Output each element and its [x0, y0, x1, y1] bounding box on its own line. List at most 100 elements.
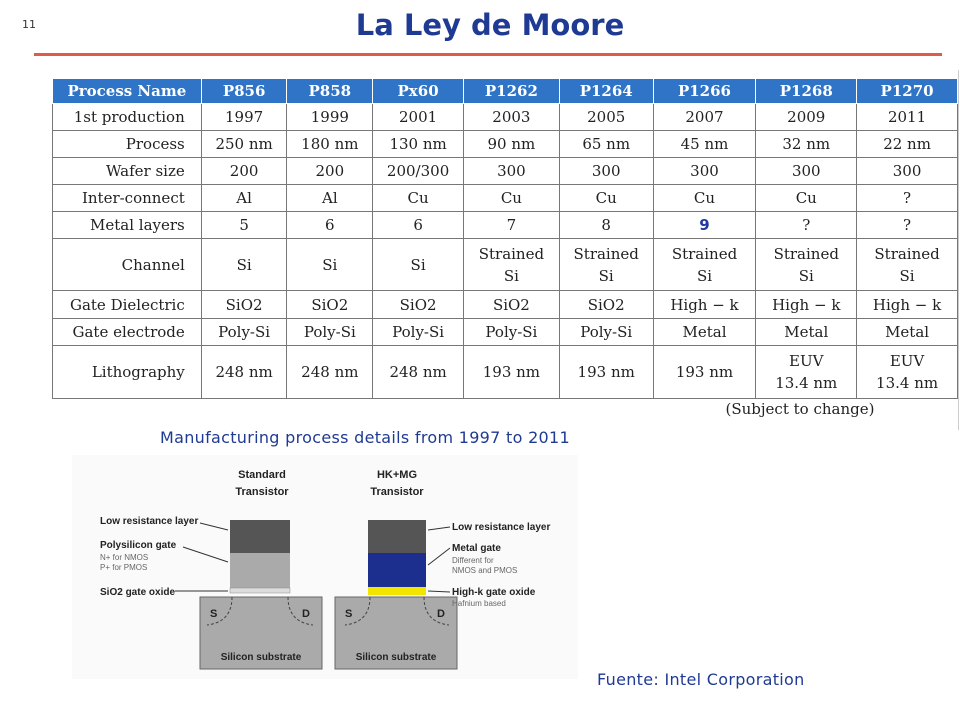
- header-cell: P858: [286, 78, 374, 104]
- slide-number: 11: [22, 18, 36, 31]
- row-label: Process: [52, 130, 202, 158]
- diagram-heading: Standard: [238, 469, 286, 481]
- cell: Si: [286, 238, 374, 291]
- cell: 200: [286, 157, 374, 185]
- cell: 7: [463, 211, 560, 239]
- polysilicon-gate: [230, 553, 290, 588]
- cell: 300: [463, 157, 560, 185]
- row-label: Metal layers: [52, 211, 202, 239]
- row-label: Inter-connect: [52, 184, 202, 212]
- diagram-label: High-k gate oxide: [452, 587, 536, 598]
- header-cell: P1262: [463, 78, 560, 104]
- cell: Strained Si: [558, 238, 654, 291]
- cell: EUV 13.4 nm: [856, 345, 958, 399]
- cell: 2003: [463, 103, 560, 131]
- diagram-label: NMOS and PMOS: [452, 566, 517, 575]
- cell: Poly-Si: [286, 318, 374, 346]
- cell: 193 nm: [463, 345, 560, 399]
- cell: 193 nm: [652, 345, 757, 399]
- row-label: Channel: [52, 238, 202, 291]
- cell: Strained Si: [856, 238, 958, 291]
- leader-lines: [175, 522, 451, 593]
- cell: 8: [558, 211, 654, 239]
- cell: Poly-Si: [463, 318, 560, 346]
- row-label: Lithography: [52, 345, 202, 399]
- low-resistance-layer: [368, 520, 426, 553]
- header-cell: P1268: [755, 78, 858, 104]
- table-row: Metal layers 5 6 6 7 8 9??: [52, 211, 958, 239]
- low-resistance-layer: [230, 520, 290, 553]
- cell: Al: [200, 184, 288, 212]
- cell: SiO2: [372, 290, 464, 319]
- diagram-label: S: [345, 608, 352, 620]
- cell: ?: [755, 211, 858, 239]
- cell: 1997: [200, 103, 288, 131]
- diagram-label: S: [210, 608, 217, 620]
- cell: 200: [200, 157, 288, 185]
- table-image: Process Name P856 P858 Px60 P1262 P1264 P1266 P…: [45, 70, 959, 430]
- cell: 2009: [755, 103, 858, 131]
- cell: ?: [856, 211, 958, 239]
- cell: Poly-Si: [372, 318, 464, 346]
- cell: SiO2: [200, 290, 288, 319]
- slide-title: La Ley de Moore: [355, 8, 625, 42]
- header-row: Process Name P856 P858 Px60 P1262 P1264 P1266 P…: [52, 78, 958, 104]
- cell: Cu: [463, 184, 560, 212]
- row-label: Wafer size: [52, 157, 202, 185]
- cell: 90 nm: [463, 130, 560, 158]
- table-row: 1st production 1997 1999 2001 2003 2005 2007 20…: [52, 103, 958, 131]
- header-cell: Px60: [372, 78, 464, 104]
- diagram-label: Silicon substrate: [221, 652, 302, 663]
- cell: 65 nm: [558, 130, 654, 158]
- cell: 6: [372, 211, 464, 239]
- table-row: Gate electrode Poly-Si Poly-Si Poly-Si Poly-…: [52, 318, 958, 346]
- diagram-heading: HK+MG: [377, 469, 417, 481]
- cell: Strained Si: [463, 238, 560, 291]
- cell: 2005: [558, 103, 654, 131]
- diagram-label: SiO2 gate oxide: [100, 587, 175, 598]
- cell: SiO2: [286, 290, 374, 319]
- diagram-label: Metal gate: [452, 543, 501, 554]
- cell: Cu: [652, 184, 757, 212]
- cell: 2001: [372, 103, 464, 131]
- caption: Manufacturing process details from 1997 …: [160, 428, 570, 447]
- diagram-heading: Transistor: [235, 486, 289, 498]
- cell: 130 nm: [372, 130, 464, 158]
- diagram-label: Polysilicon gate: [100, 540, 177, 551]
- high-k-oxide: [368, 587, 426, 595]
- cell: 5: [200, 211, 288, 239]
- cell: 200/300: [372, 157, 464, 185]
- cell: Metal: [856, 318, 958, 346]
- cell: Si: [200, 238, 288, 291]
- cell: Al: [286, 184, 374, 212]
- diagram-label: D: [302, 608, 310, 620]
- sio2-oxide: [229, 587, 291, 594]
- cell: Cu: [755, 184, 858, 212]
- diagram-label: Different for: [452, 556, 494, 565]
- diagram-heading: Transistor: [370, 486, 424, 498]
- diagram-label: D: [437, 608, 445, 620]
- cell: Metal: [652, 318, 757, 346]
- diagram-bg: [72, 455, 578, 679]
- cell: 300: [755, 157, 858, 185]
- title-rule: [34, 53, 942, 56]
- cell: 300: [652, 157, 757, 185]
- header-cell: P1270: [856, 78, 958, 104]
- cell: Cu: [372, 184, 464, 212]
- process-table: Process Name P856 P858 Px60 P1262 P1264 P1266 P…: [52, 78, 958, 399]
- diagram-label: Hafnium based: [452, 599, 506, 608]
- cell: 193 nm: [558, 345, 654, 399]
- table-row: Process 250 nm 180 nm 130 nm 90 nm 65 nm 45 nm…: [52, 130, 958, 158]
- cell: Si: [372, 238, 464, 291]
- cell: ?: [856, 184, 958, 212]
- table-row: Gate Dielectric SiO2 SiO2 SiO2 SiO2 SiO2 High …: [52, 290, 958, 319]
- cell: EUV 13.4 nm: [755, 345, 858, 399]
- header-cell: P1266: [652, 78, 757, 104]
- junctions: [344, 596, 450, 626]
- table-row: Lithography 248 nm 248 nm 248 nm 193 nm 193 n…: [52, 345, 958, 399]
- diagram-label: Silicon substrate: [356, 652, 437, 663]
- cell: SiO2: [463, 290, 560, 319]
- header-cell: P1264: [558, 78, 654, 104]
- junctions: [206, 596, 314, 626]
- table-note: (Subject to change): [725, 400, 875, 418]
